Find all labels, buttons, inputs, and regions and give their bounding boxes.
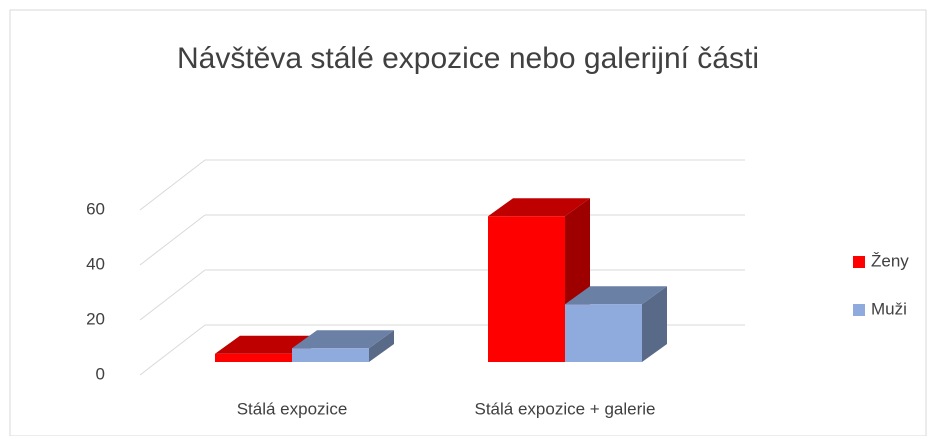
grid-line-side [139, 269, 206, 321]
x-tick-label: Stálá expozice + galerie [475, 399, 656, 418]
bar [215, 353, 292, 362]
grid-line-side [139, 324, 206, 376]
bar-side [369, 330, 394, 362]
y-tick-label: 0 [96, 364, 105, 383]
legend-swatch [853, 256, 865, 268]
chart-title: Návštěva stálé expozice nebo galerijní č… [177, 42, 759, 75]
bar-top [488, 198, 590, 217]
bar-side [642, 286, 667, 362]
bar-top [565, 286, 667, 305]
bar [292, 348, 369, 362]
legend-label: Muži [871, 299, 907, 318]
bar-top [292, 330, 394, 349]
legend-swatch [853, 304, 865, 316]
y-tick-label: 60 [86, 199, 105, 218]
grid-line-side [139, 214, 206, 266]
bar [565, 304, 642, 362]
grid-line-side [139, 159, 206, 211]
bar-top [215, 335, 317, 354]
legend-label: Ženy [871, 251, 909, 270]
x-tick-label: Stálá expozice [237, 399, 348, 418]
y-tick-label: 20 [86, 309, 105, 328]
bar [488, 216, 565, 362]
chart-frame [9, 9, 927, 437]
y-tick-label: 40 [86, 254, 105, 273]
